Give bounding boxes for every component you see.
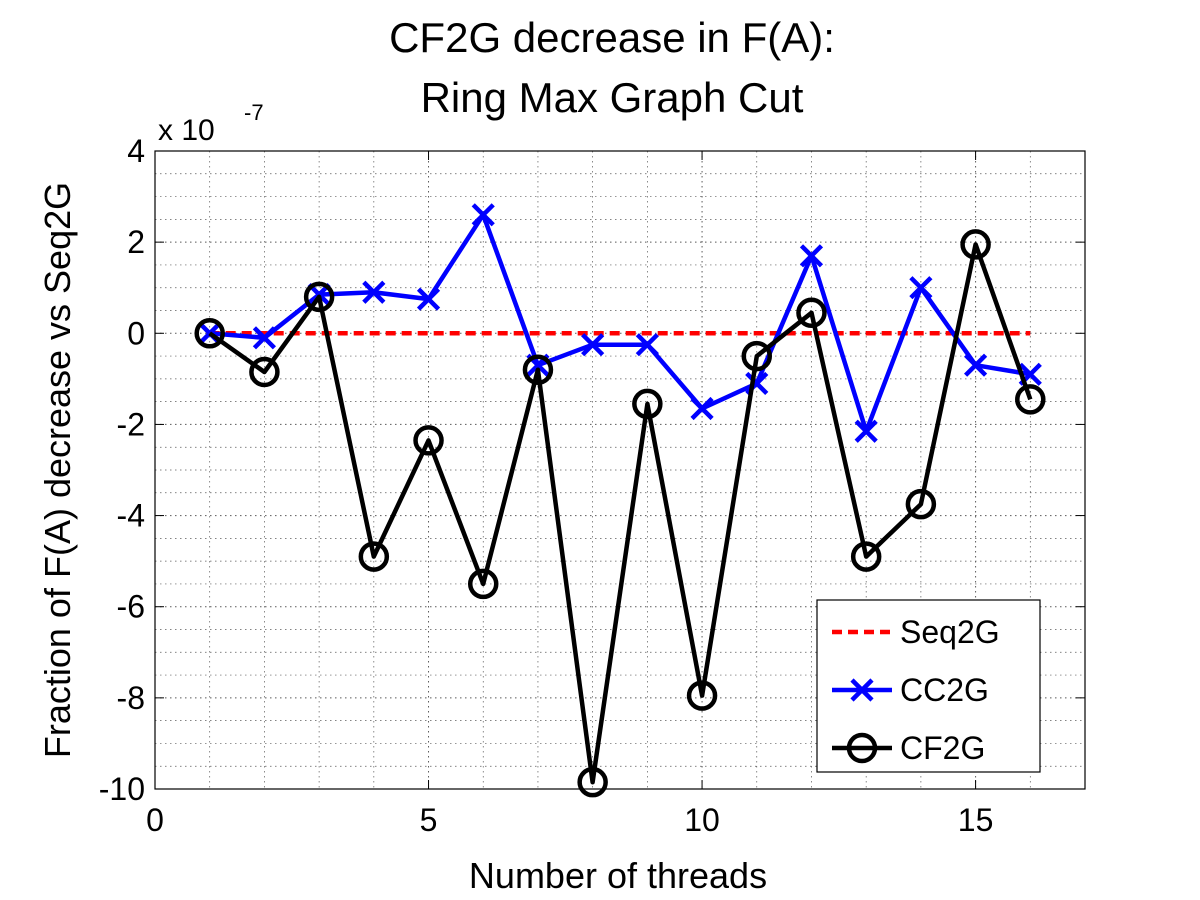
series-layer bbox=[194, 203, 1046, 798]
series-line-cf2g bbox=[208, 242, 1033, 785]
data-point-cf2g bbox=[249, 356, 280, 388]
x-tick-label: 5 bbox=[420, 802, 438, 838]
marker-stroke bbox=[854, 419, 878, 443]
data-point-cf2g bbox=[796, 297, 827, 329]
data-point-cc2g bbox=[362, 280, 386, 304]
data-point-cc2g bbox=[252, 326, 277, 350]
data-point-cc2g bbox=[635, 333, 659, 357]
y-tick-label: -8 bbox=[117, 680, 145, 716]
marker-stroke bbox=[362, 280, 386, 304]
marker-stroke bbox=[198, 321, 222, 345]
data-point-cc2g bbox=[471, 203, 495, 227]
y-exponent-base: x 10 bbox=[158, 114, 215, 147]
marker-stroke bbox=[690, 396, 714, 421]
data-point-cf2g bbox=[413, 425, 444, 456]
legend-label: Seq2G bbox=[900, 614, 1000, 650]
x-tick-label: 0 bbox=[146, 802, 164, 838]
legend-label: CC2G bbox=[900, 672, 989, 708]
y-tick-label: -2 bbox=[117, 406, 145, 442]
data-point-cc2g bbox=[909, 276, 933, 300]
data-point-cf2g bbox=[632, 388, 663, 420]
marker-stroke bbox=[416, 287, 441, 311]
data-point-cc2g bbox=[416, 287, 441, 311]
marker-stroke bbox=[909, 276, 933, 300]
marker-stroke bbox=[799, 244, 824, 268]
marker-stroke bbox=[581, 333, 605, 357]
x-tick-label: 10 bbox=[684, 802, 720, 838]
legend-item-seq2g: Seq2G bbox=[832, 614, 1000, 650]
data-point-cf2g bbox=[960, 229, 991, 260]
marker-stroke bbox=[963, 353, 988, 377]
series-cf2g bbox=[194, 229, 1046, 798]
data-point-cc2g bbox=[690, 396, 714, 421]
data-point-cc2g bbox=[854, 419, 878, 443]
data-point-cf2g bbox=[686, 680, 718, 711]
legend-item-cf2g: CF2G bbox=[832, 730, 985, 766]
y-tick-label: -10 bbox=[99, 771, 145, 807]
series-line-cc2g bbox=[209, 212, 1031, 434]
data-point-cf2g bbox=[467, 568, 499, 600]
legend-marker bbox=[850, 678, 874, 702]
legend-marker bbox=[846, 732, 878, 764]
data-point-cf2g bbox=[741, 340, 773, 372]
data-point-cf2g bbox=[905, 488, 937, 520]
data-point-cc2g bbox=[963, 353, 988, 377]
y-tick-label: 4 bbox=[127, 133, 145, 169]
data-point-cf2g bbox=[194, 318, 225, 349]
x-tick-label: 15 bbox=[958, 802, 994, 838]
legend-box bbox=[816, 599, 1041, 773]
marker-stroke bbox=[635, 333, 659, 357]
data-point-cf2g bbox=[303, 281, 335, 313]
x-axis-label: Number of threads bbox=[469, 855, 767, 896]
y-tick-label: -4 bbox=[117, 498, 145, 534]
data-point-cf2g bbox=[1015, 384, 1046, 415]
y-tick-label: -6 bbox=[117, 589, 145, 625]
axis-ticks: 0 5 10 15 -10 -8 -6 -4 -2 0 2 4 bbox=[99, 133, 1085, 838]
y-tick-label: 0 bbox=[127, 315, 145, 351]
data-point-cf2g bbox=[358, 541, 390, 572]
data-point-cc2g bbox=[799, 244, 824, 268]
chart-title-line-2: Ring Max Graph Cut bbox=[421, 74, 804, 121]
chart-title-line-1: CF2G decrease in F(A): bbox=[389, 14, 835, 61]
data-point-cc2g bbox=[581, 333, 605, 357]
y-exponent-power: -7 bbox=[244, 100, 264, 125]
plot-area-frame bbox=[154, 150, 1086, 790]
legend-item-cc2g: CC2G bbox=[832, 672, 989, 708]
data-point-cf2g bbox=[577, 766, 608, 798]
y-tick-label: 2 bbox=[127, 224, 145, 260]
marker-stroke bbox=[471, 203, 495, 227]
series-cc2g bbox=[198, 203, 1042, 443]
y-axis-label: Fraction of F(A) decrease vs Seq2G bbox=[37, 182, 78, 758]
legend: Seq2G CC2G CF2G bbox=[816, 599, 1041, 773]
legend-label: CF2G bbox=[900, 730, 985, 766]
marker-stroke bbox=[252, 326, 277, 350]
data-point-cf2g bbox=[850, 541, 882, 572]
data-point-cf2g bbox=[522, 354, 554, 385]
